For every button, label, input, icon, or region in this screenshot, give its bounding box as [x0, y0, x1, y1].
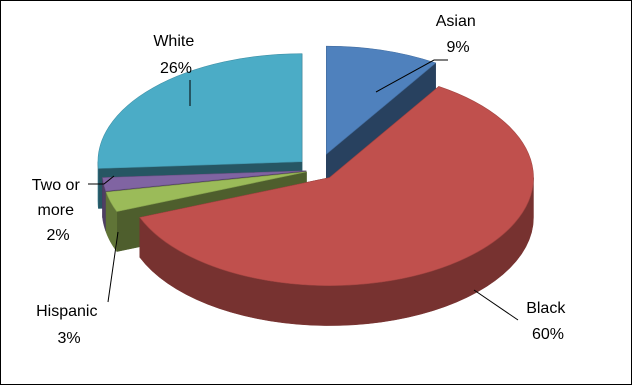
pie-tops: [97, 45, 534, 286]
label-black: Black 60%: [526, 300, 570, 343]
slice-black: [139, 86, 534, 286]
label-two-or-more: Two or more 2%: [32, 177, 84, 244]
label-hispanic: Hispanic 3%: [36, 303, 102, 347]
leader-line-asian: [375, 59, 448, 93]
leader-lines: [88, 59, 519, 321]
label-asian: Asian 9%: [436, 13, 480, 56]
label-white: White 26%: [153, 33, 198, 77]
slice-hispanic: [105, 171, 307, 212]
leader-line-two-or-more: [88, 175, 115, 185]
leader-line-black: [473, 289, 519, 321]
leader-line-hispanic: [107, 231, 119, 303]
slice-white: [97, 53, 303, 169]
slice-asian: [326, 45, 437, 155]
